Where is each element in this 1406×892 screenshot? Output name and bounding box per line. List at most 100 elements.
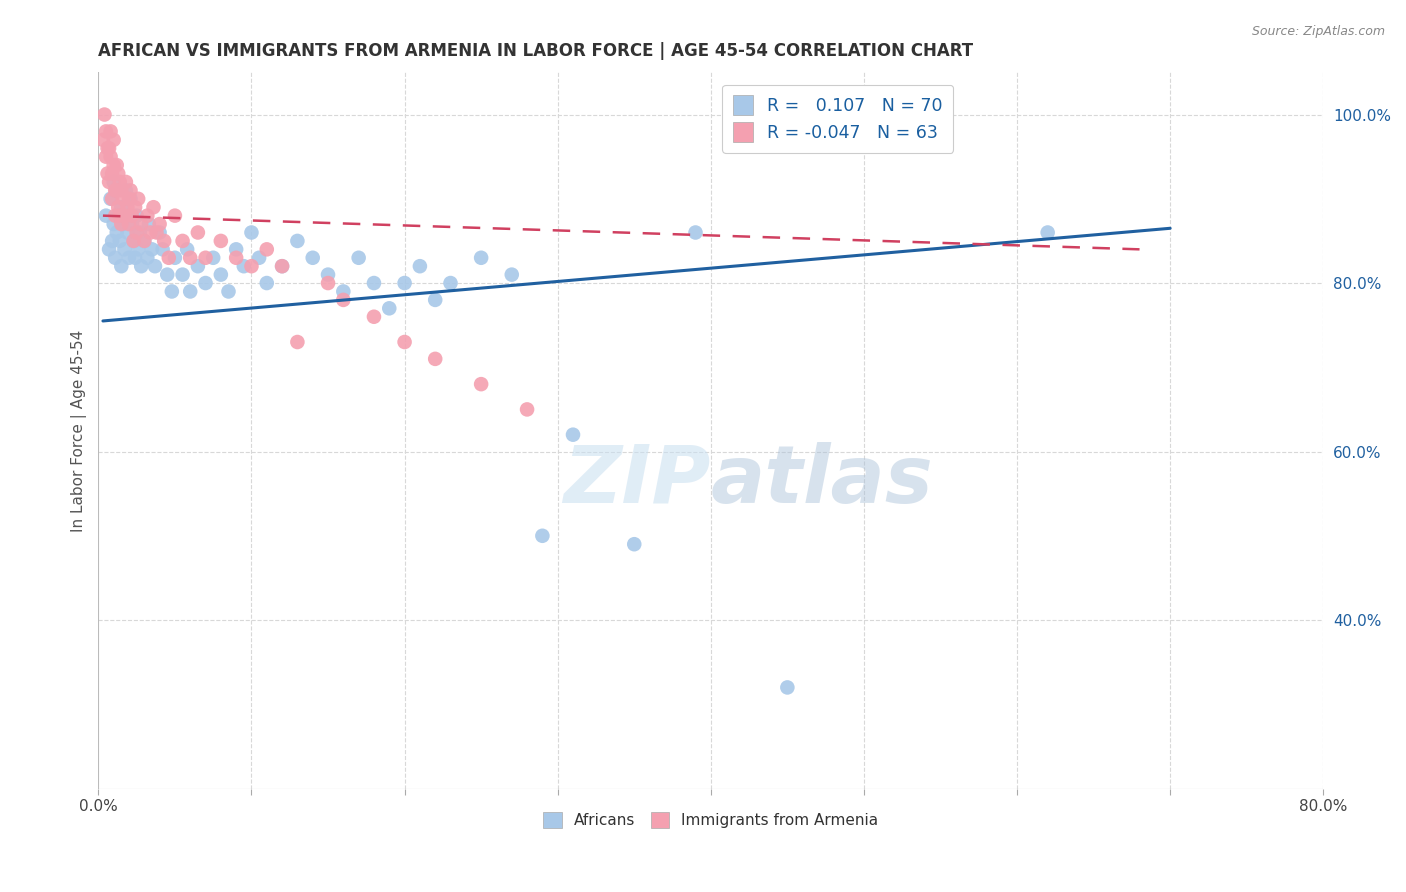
- Point: [100, 124, 122, 138]
- Point: [129, 259, 152, 273]
- Text: atlas: atlas: [711, 442, 934, 520]
- Point: [202, 251, 225, 265]
- Point: [142, 200, 165, 214]
- Point: [176, 243, 198, 257]
- Point: [105, 226, 128, 240]
- Point: [103, 217, 125, 231]
- Point: [108, 234, 131, 248]
- Point: [107, 209, 129, 223]
- Point: [127, 243, 149, 257]
- Point: [531, 529, 554, 543]
- Point: [157, 251, 180, 265]
- Point: [98, 243, 121, 257]
- Point: [118, 251, 141, 265]
- Point: [194, 276, 217, 290]
- Point: [122, 234, 145, 248]
- Point: [112, 209, 135, 223]
- Point: [115, 183, 138, 197]
- Point: [287, 234, 309, 248]
- Point: [138, 217, 160, 231]
- Point: [470, 251, 492, 265]
- Point: [153, 234, 176, 248]
- Point: [209, 234, 232, 248]
- Point: [172, 268, 194, 282]
- Point: [134, 234, 156, 248]
- Point: [104, 183, 127, 197]
- Point: [118, 192, 141, 206]
- Point: [332, 293, 354, 307]
- Point: [225, 243, 247, 257]
- Point: [124, 200, 146, 214]
- Point: [111, 192, 134, 206]
- Point: [100, 192, 122, 206]
- Point: [247, 251, 270, 265]
- Point: [91, 133, 114, 147]
- Point: [271, 259, 294, 273]
- Point: [156, 268, 179, 282]
- Point: [149, 217, 172, 231]
- Point: [110, 217, 132, 231]
- Point: [316, 276, 339, 290]
- Point: [118, 209, 141, 223]
- Point: [145, 226, 167, 240]
- Point: [105, 183, 128, 197]
- Point: [172, 234, 194, 248]
- Point: [149, 226, 172, 240]
- Point: [425, 293, 447, 307]
- Point: [501, 268, 523, 282]
- Point: [108, 175, 131, 189]
- Point: [110, 183, 132, 197]
- Point: [94, 124, 117, 138]
- Point: [122, 234, 145, 248]
- Point: [256, 276, 278, 290]
- Point: [179, 285, 201, 299]
- Point: [110, 200, 132, 214]
- Point: [187, 226, 209, 240]
- Point: [141, 243, 163, 257]
- Point: [152, 243, 174, 257]
- Point: [425, 351, 447, 366]
- Point: [120, 183, 142, 197]
- Point: [98, 141, 121, 155]
- Point: [439, 276, 461, 290]
- Point: [125, 226, 148, 240]
- Point: [124, 251, 146, 265]
- Point: [96, 141, 118, 155]
- Point: [409, 259, 432, 273]
- Point: [136, 209, 159, 223]
- Point: [121, 217, 143, 231]
- Point: [776, 681, 799, 695]
- Point: [121, 209, 143, 223]
- Point: [105, 183, 128, 197]
- Point: [470, 377, 492, 392]
- Point: [225, 251, 247, 265]
- Point: [125, 209, 148, 223]
- Point: [1036, 226, 1059, 240]
- Point: [363, 276, 385, 290]
- Point: [163, 251, 186, 265]
- Point: [118, 217, 141, 231]
- Point: [128, 226, 150, 240]
- Point: [108, 209, 131, 223]
- Point: [107, 200, 129, 214]
- Point: [112, 243, 135, 257]
- Point: [111, 217, 134, 231]
- Point: [685, 226, 707, 240]
- Text: AFRICAN VS IMMIGRANTS FROM ARMENIA IN LABOR FORCE | AGE 45-54 CORRELATION CHART: AFRICAN VS IMMIGRANTS FROM ARMENIA IN LA…: [98, 42, 973, 60]
- Point: [160, 285, 183, 299]
- Point: [110, 259, 132, 273]
- Point: [107, 167, 129, 181]
- Legend: Africans, Immigrants from Armenia: Africans, Immigrants from Armenia: [537, 806, 884, 835]
- Point: [103, 133, 125, 147]
- Point: [240, 259, 263, 273]
- Point: [94, 150, 117, 164]
- Point: [98, 175, 121, 189]
- Text: ZIP: ZIP: [564, 442, 711, 520]
- Point: [120, 192, 142, 206]
- Point: [209, 268, 232, 282]
- Point: [103, 175, 125, 189]
- Point: [623, 537, 645, 551]
- Point: [271, 259, 294, 273]
- Point: [194, 251, 217, 265]
- Point: [96, 167, 118, 181]
